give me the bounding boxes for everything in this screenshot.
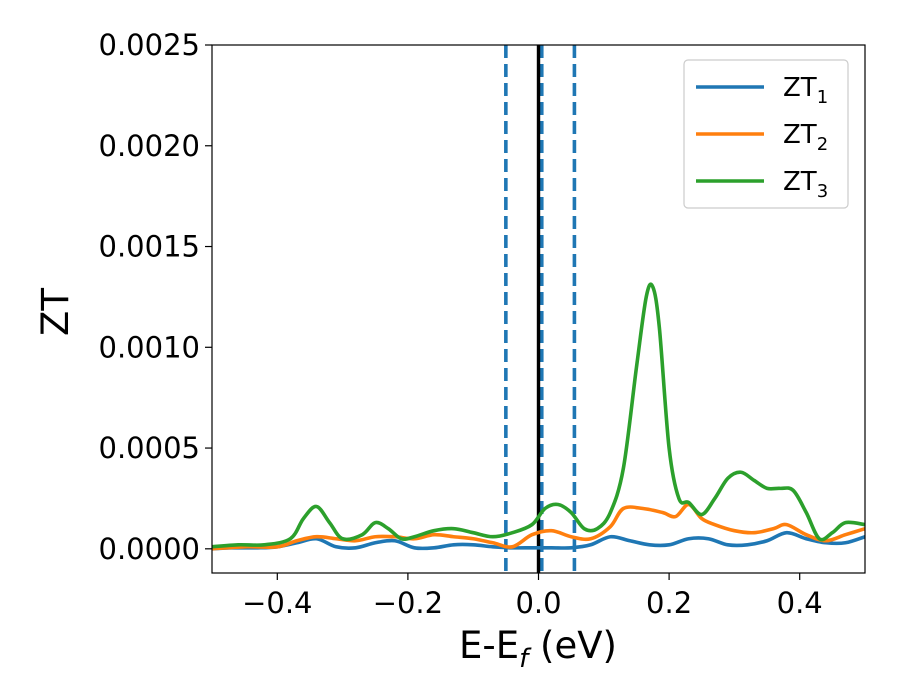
- series-lines: [212, 282, 865, 551]
- vertical-reference-lines: [504, 45, 577, 573]
- x-tick-label: −0.4: [242, 586, 312, 620]
- x-axis-label-unit: (eV): [528, 624, 617, 667]
- y-tick-label: 0.0020: [99, 129, 200, 163]
- y-tick-label: 0.0015: [99, 230, 200, 264]
- x-tick-label: −0.2: [373, 586, 443, 620]
- x-tick-label: 0.2: [646, 586, 692, 620]
- x-axis-label: E-Ef (eV): [459, 624, 617, 674]
- legend-label-zt1: ZT1: [783, 73, 828, 108]
- legend-label-zt2: ZT2: [783, 120, 828, 155]
- x-tick-label: 0.0: [515, 586, 561, 620]
- y-axis-ticks: 0.0000 0.0005 0.0010 0.0015 0.0020 0.0025: [99, 28, 212, 566]
- y-axis-label: ZT: [34, 288, 77, 336]
- x-axis-label-main: E-E: [459, 624, 519, 667]
- y-tick-label: 0.0005: [99, 431, 200, 465]
- legend: ZT1 ZT2 ZT3: [683, 59, 849, 209]
- legend-frame: [683, 59, 849, 209]
- y-tick-label: 0.0025: [99, 28, 200, 62]
- series-line-zt1: [212, 530, 865, 551]
- x-axis-ticks: −0.4 −0.2 0.0 0.2 0.4: [242, 573, 823, 620]
- series-line-zt3: [212, 282, 865, 549]
- legend-label-zt3: ZT3: [783, 167, 828, 202]
- y-tick-label: 0.0010: [99, 330, 200, 364]
- y-tick-label: 0.0000: [99, 532, 200, 566]
- x-tick-label: 0.4: [777, 586, 823, 620]
